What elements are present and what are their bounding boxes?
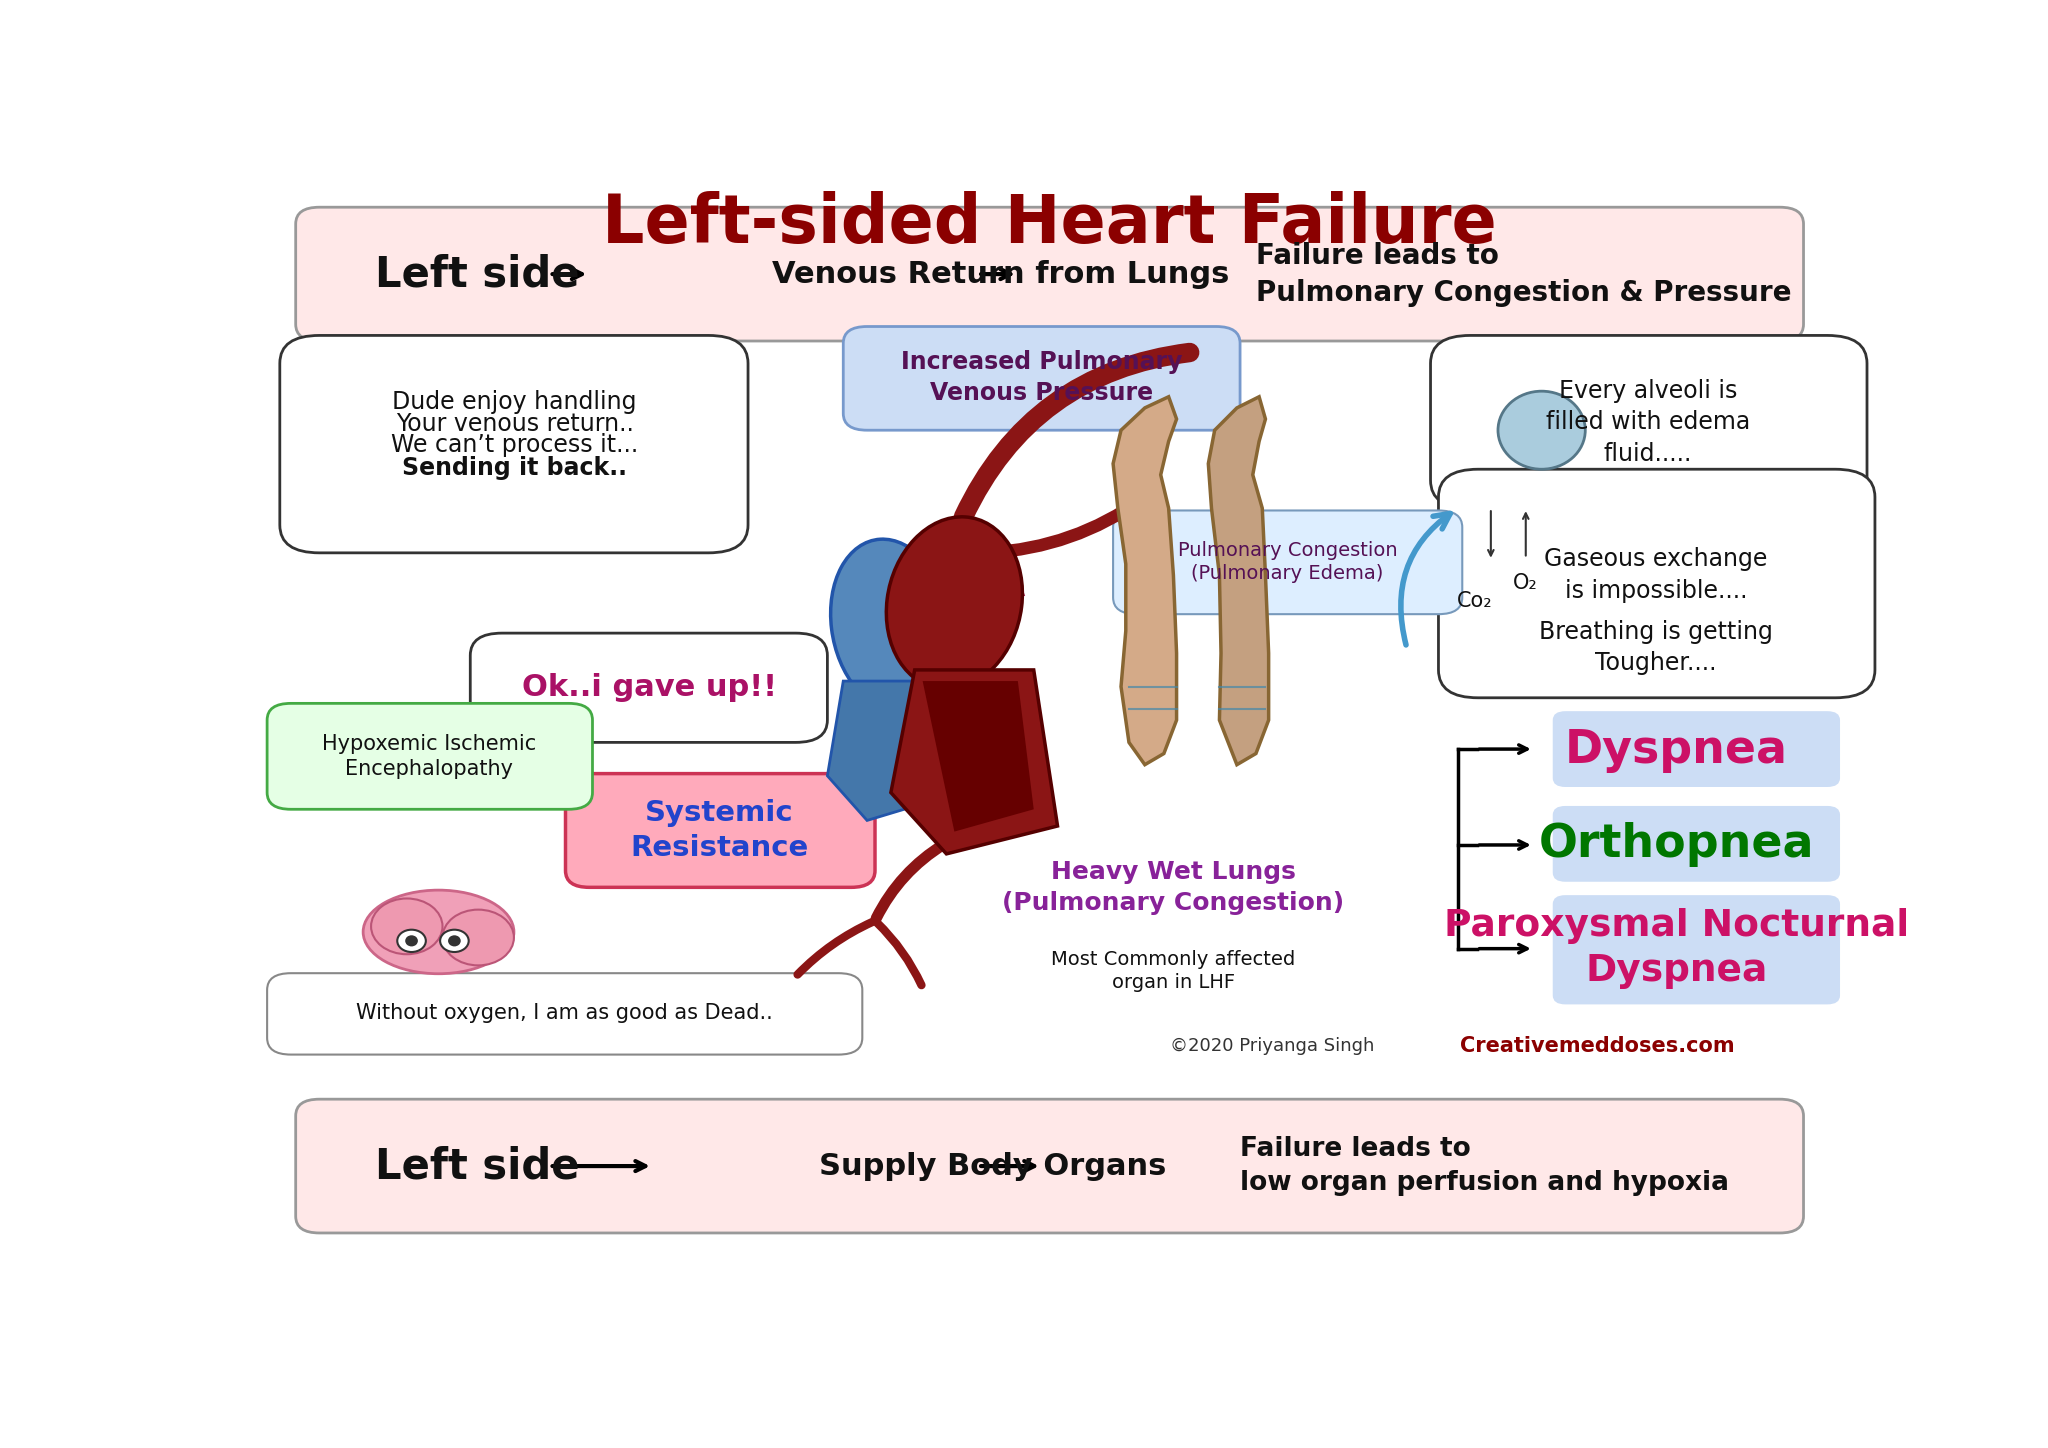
Text: Your venous return..: Your venous return.. xyxy=(395,411,633,436)
Text: Most Commonly affected
organ in LHF: Most Commonly affected organ in LHF xyxy=(1051,950,1296,992)
Text: Dude enjoy handling: Dude enjoy handling xyxy=(393,391,637,414)
FancyBboxPatch shape xyxy=(1552,807,1839,882)
Text: Increased Pulmonary
Venous Pressure: Increased Pulmonary Venous Pressure xyxy=(901,350,1182,405)
Text: Gaseous exchange
is impossible....: Gaseous exchange is impossible.... xyxy=(1544,547,1767,602)
Ellipse shape xyxy=(1497,391,1585,469)
Polygon shape xyxy=(891,670,1057,854)
Text: Left side: Left side xyxy=(375,253,580,295)
FancyBboxPatch shape xyxy=(565,773,874,888)
Text: Failure leads to
low organ perfusion and hypoxia: Failure leads to low organ perfusion and… xyxy=(1239,1137,1729,1196)
Polygon shape xyxy=(1208,397,1268,765)
Text: Heavy Wet Lungs
(Pulmonary Congestion): Heavy Wet Lungs (Pulmonary Congestion) xyxy=(1001,860,1343,915)
FancyArrowPatch shape xyxy=(989,498,1143,553)
Text: Breathing is getting
Tougher....: Breathing is getting Tougher.... xyxy=(1538,620,1774,675)
FancyBboxPatch shape xyxy=(266,973,862,1054)
Ellipse shape xyxy=(371,898,442,954)
Ellipse shape xyxy=(406,935,418,947)
Ellipse shape xyxy=(442,909,514,966)
Ellipse shape xyxy=(887,517,1022,689)
FancyArrowPatch shape xyxy=(963,352,1190,517)
Text: ©2020 Priyanga Singh: ©2020 Priyanga Singh xyxy=(1169,1037,1374,1054)
Ellipse shape xyxy=(449,935,461,947)
FancyBboxPatch shape xyxy=(1438,469,1876,698)
Ellipse shape xyxy=(440,930,469,951)
Text: Ok..i gave up!!: Ok..i gave up!! xyxy=(522,673,776,702)
Text: Every alveoli is
filled with edema
fluid.....: Every alveoli is filled with edema fluid… xyxy=(1546,379,1751,466)
FancyBboxPatch shape xyxy=(844,326,1239,430)
Ellipse shape xyxy=(397,930,426,951)
FancyBboxPatch shape xyxy=(471,633,827,743)
Text: Paroxysmal Nocturnal
Dyspnea: Paroxysmal Nocturnal Dyspnea xyxy=(1444,908,1909,989)
Text: Co₂: Co₂ xyxy=(1456,591,1493,611)
Polygon shape xyxy=(1114,397,1176,765)
Text: Left side: Left side xyxy=(375,1145,580,1187)
Text: Venous Return from Lungs: Venous Return from Lungs xyxy=(772,259,1229,288)
Text: Left-sided Heart Failure: Left-sided Heart Failure xyxy=(602,191,1497,256)
FancyBboxPatch shape xyxy=(281,336,748,553)
Text: LV: LV xyxy=(1014,734,1044,757)
FancyArrowPatch shape xyxy=(877,844,944,918)
Text: Creativemeddoses.com: Creativemeddoses.com xyxy=(1460,1035,1735,1056)
Text: Systemic
Resistance: Systemic Resistance xyxy=(631,799,809,863)
Text: Failure leads to
Pulmonary Congestion & Pressure: Failure leads to Pulmonary Congestion & … xyxy=(1255,242,1792,307)
FancyBboxPatch shape xyxy=(295,1099,1804,1234)
Text: Sending it back..: Sending it back.. xyxy=(401,456,627,481)
Text: LA: LA xyxy=(993,576,1026,601)
Ellipse shape xyxy=(831,539,950,711)
Text: Without oxygen, I am as good as Dead..: Without oxygen, I am as good as Dead.. xyxy=(356,1003,772,1024)
Text: We can’t process it...: We can’t process it... xyxy=(391,433,639,456)
Polygon shape xyxy=(827,681,922,821)
Text: Orthopnea: Orthopnea xyxy=(1538,822,1815,867)
Text: O₂: O₂ xyxy=(1513,573,1538,592)
FancyBboxPatch shape xyxy=(1552,711,1839,788)
Ellipse shape xyxy=(362,891,514,973)
FancyBboxPatch shape xyxy=(266,704,592,809)
FancyArrowPatch shape xyxy=(877,922,922,985)
FancyBboxPatch shape xyxy=(1114,511,1462,614)
Polygon shape xyxy=(922,681,1034,831)
Text: Dyspnea: Dyspnea xyxy=(1565,728,1788,773)
FancyBboxPatch shape xyxy=(1552,895,1839,1005)
Text: Supply Body Organs: Supply Body Organs xyxy=(819,1151,1167,1180)
FancyBboxPatch shape xyxy=(1430,336,1868,508)
Text: Hypoxemic Ischemic
Encephalopathy: Hypoxemic Ischemic Encephalopathy xyxy=(322,734,537,779)
FancyArrowPatch shape xyxy=(797,922,872,975)
Text: Pulmonary Congestion
(Pulmonary Edema): Pulmonary Congestion (Pulmonary Edema) xyxy=(1178,540,1397,584)
FancyBboxPatch shape xyxy=(295,207,1804,340)
